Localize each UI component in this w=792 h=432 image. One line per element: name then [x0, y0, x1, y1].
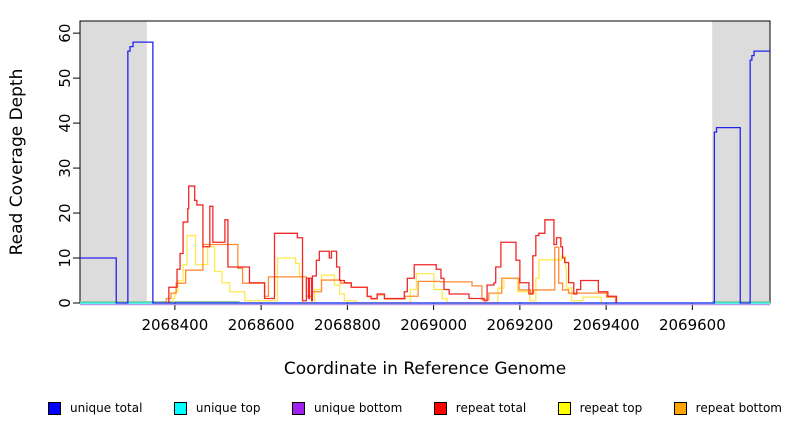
legend-label-repeat-bottom: repeat bottom — [695, 401, 782, 415]
legend-item-repeat-top: repeat top — [557, 401, 643, 415]
legend-swatch-repeat-total — [433, 401, 447, 415]
x-tick-label: 2068400 — [141, 316, 208, 334]
legend-label-repeat-total: repeat total — [455, 401, 527, 415]
legend-item-unique-total: unique total — [48, 401, 142, 415]
y-tick-label: 60 — [56, 24, 74, 43]
legend: unique total unique top unique bottom repea… — [0, 394, 792, 422]
legend-item-unique-bottom: unique bottom — [291, 401, 403, 415]
series-line-unique-total — [80, 41, 770, 304]
legend-label-unique-total: unique total — [70, 401, 143, 415]
y-tick-label: 20 — [56, 204, 74, 223]
legend-label-unique-bottom: unique bottom — [313, 401, 403, 415]
legend-item-unique-top: unique top — [173, 401, 261, 415]
x-tick-label: 2069000 — [400, 316, 467, 334]
series-line-repeat-top — [171, 234, 603, 304]
legend-swatch-unique-top — [173, 401, 187, 415]
x-tick-label: 2068800 — [314, 316, 381, 334]
plot-box — [79, 20, 771, 304]
series-line-repeat-bottom — [164, 243, 617, 304]
legend-item-repeat-bottom: repeat bottom — [673, 401, 782, 415]
x-tick-label: 2069200 — [486, 316, 553, 334]
y-tick-label: 0 — [56, 298, 74, 308]
x-axis-title: Coordinate in Reference Genome — [284, 359, 566, 379]
plot-area: 2068400 2068600 2068800 2069000 2069200 20694… — [56, 20, 771, 334]
x-tick-label: 2069400 — [573, 316, 640, 334]
x-tick-label: 2068600 — [228, 316, 295, 334]
legend-swatch-unique-bottom — [291, 401, 305, 415]
legend-swatch-unique-total — [48, 401, 61, 415]
y-tick-label: 50 — [56, 69, 74, 88]
legend-label-unique-top: unique top — [195, 401, 261, 415]
y-tick-label: 40 — [56, 114, 74, 133]
repeat-region-band — [712, 21, 770, 303]
legend-swatch-repeat-bottom — [673, 401, 687, 415]
y-tick-label: 10 — [56, 248, 74, 267]
y-axis-title: Read Coverage Depth — [7, 69, 27, 256]
legend-item-repeat-total: repeat total — [433, 401, 527, 415]
x-tick-label: 2069600 — [659, 316, 726, 334]
legend-swatch-repeat-top — [557, 401, 571, 415]
series-line-repeat-total — [167, 185, 618, 304]
y-tick-label: 30 — [56, 159, 74, 178]
legend-label-repeat-top: repeat top — [579, 401, 643, 415]
repeat-region-band — [80, 21, 147, 303]
